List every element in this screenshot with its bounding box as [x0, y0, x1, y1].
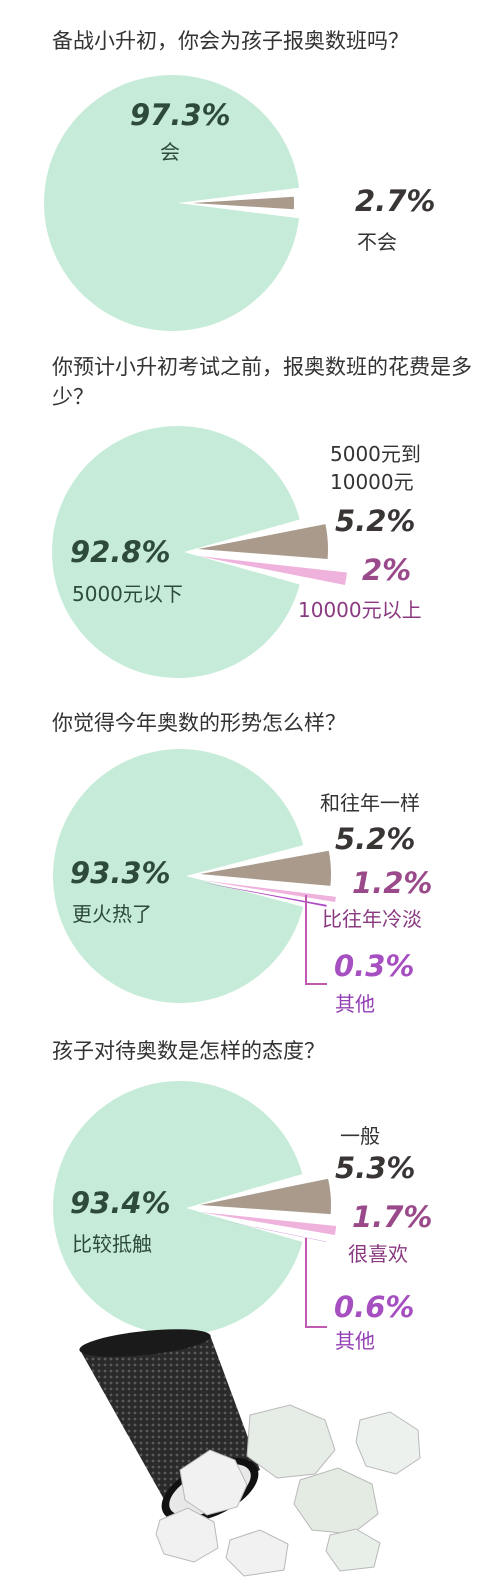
chart1-slice-buhui — [192, 196, 294, 210]
chart4-label-other: 其他 — [335, 1329, 375, 1353]
chart1-slice-hui — [44, 74, 300, 331]
chart2-value-over10000: 2% — [362, 553, 412, 587]
chart3-slice-hotter — [52, 749, 304, 1004]
chart4-slice-neutral — [200, 1178, 331, 1215]
chart3-label-colder: 比往年冷淡 — [322, 907, 422, 931]
wastebasket-illustration — [79, 1329, 421, 1577]
chart3-value-colder: 1.2% — [352, 866, 433, 900]
chart1-label-buhui: 不会 — [357, 230, 397, 254]
chart4-label-neutral: 一般 — [340, 1124, 380, 1148]
wastebasket-icon — [79, 1329, 260, 1523]
chart3-value-other: 0.3% — [334, 949, 415, 983]
chart4-slice-resistant — [53, 1080, 303, 1335]
chart1-value-hui: 97.3% — [130, 98, 231, 132]
chart2-slice-under5000 — [52, 426, 300, 679]
chart1-label-hui: 会 — [160, 140, 180, 164]
chart2-value-under5000: 92.8% — [70, 535, 171, 569]
chart2-value-5000to10000: 5.2% — [335, 504, 416, 538]
crumpled-paper-icon — [155, 1404, 421, 1577]
chart1-pie — [44, 74, 300, 331]
chart3-value-hotter: 93.3% — [70, 856, 171, 890]
chart3-slice-colder — [200, 880, 336, 903]
chart1-value-buhui: 2.7% — [355, 184, 436, 218]
chart4-slice-likes — [200, 1212, 337, 1235]
chart3-leader-horizontal — [305, 983, 327, 985]
chart4-label-likes: 很喜欢 — [348, 1242, 408, 1266]
chart3-label-other: 其他 — [335, 992, 375, 1016]
chart3-title: 你觉得今年奥数的形势怎么样？ — [52, 711, 346, 735]
chart3-value-same: 5.2% — [335, 822, 416, 856]
chart4-value-resistant: 93.4% — [70, 1186, 171, 1220]
chart3-leader-vertical — [305, 895, 307, 985]
chart2-label-5000to10000-line1: 5000元到 — [330, 442, 421, 466]
chart4-pie — [53, 1080, 337, 1335]
chart4-value-likes: 1.7% — [352, 1200, 433, 1234]
chart3-label-same: 和往年一样 — [320, 791, 420, 815]
chart3-slice-same — [200, 850, 331, 886]
chart3-label-hotter: 更火热了 — [72, 902, 152, 926]
chart4-label-resistant: 比较抵触 — [72, 1232, 152, 1256]
chart2-label-under5000: 5000元以下 — [72, 582, 183, 606]
chart4-leader-vertical — [305, 1238, 307, 1328]
chart1-title: 备战小升初，你会为孩子报奥数班吗？ — [52, 29, 409, 53]
chart4-leader-horizontal — [305, 1326, 327, 1328]
chart2-label-over10000: 10000元以上 — [298, 598, 422, 622]
chart4-value-neutral: 5.3% — [335, 1151, 416, 1185]
chart4-slice-other — [200, 1216, 327, 1242]
chart4-value-other: 0.6% — [334, 1290, 415, 1324]
chart4-title: 孩子对待奥数是怎样的态度？ — [52, 1039, 325, 1063]
chart2-pie — [52, 426, 348, 679]
chart2-label-5000to10000-line2: 10000元 — [330, 470, 414, 494]
chart2-slice-5000to10000 — [198, 524, 328, 559]
chart3-slice-other — [200, 882, 327, 907]
chart2-slice-over10000 — [198, 556, 348, 586]
chart3-pie — [52, 749, 336, 1004]
chart2-title: 你预计小升初考试之前，报奥数班的花费是多少？ — [52, 355, 472, 409]
